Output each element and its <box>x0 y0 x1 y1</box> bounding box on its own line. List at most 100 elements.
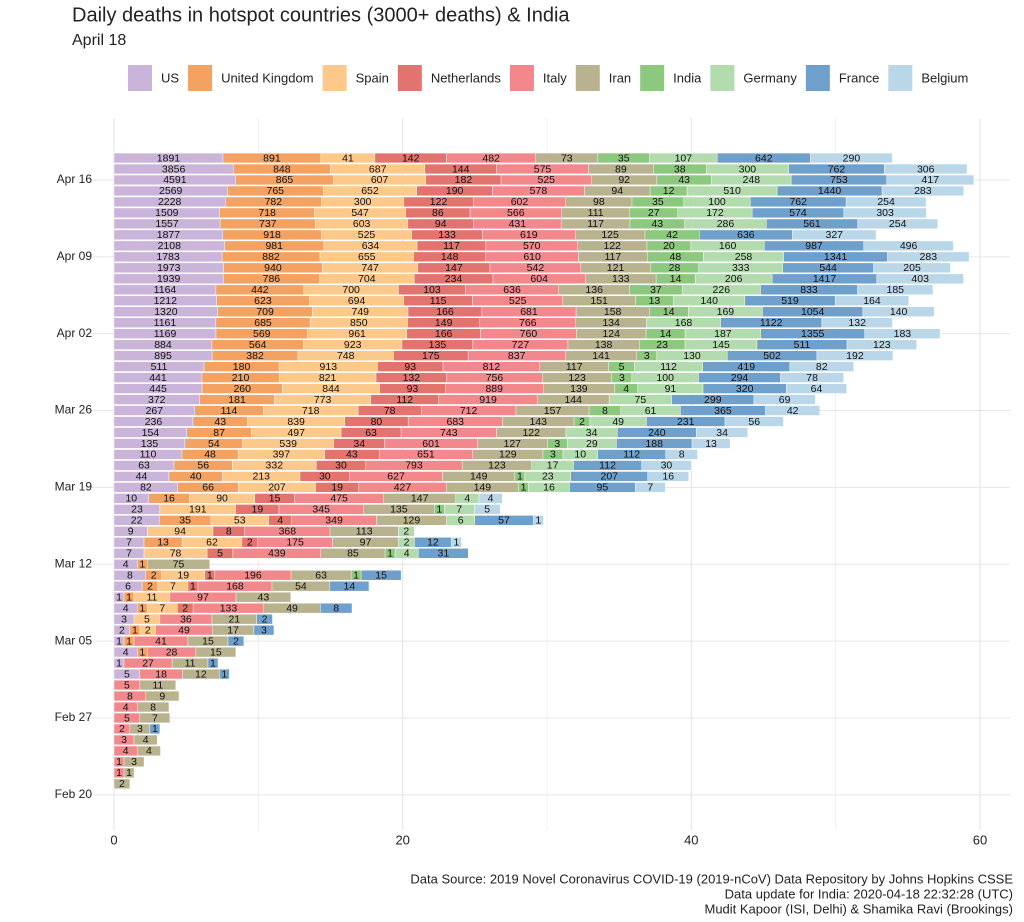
value-label: 133 <box>220 602 238 614</box>
value-label: 7 <box>456 504 462 516</box>
bar-segment <box>786 383 847 394</box>
bar-segment <box>235 592 291 603</box>
value-label: 2 <box>247 537 253 549</box>
value-label: 1 <box>521 482 527 494</box>
value-label: 36 <box>180 613 192 625</box>
value-label: 28 <box>166 646 178 658</box>
value-label: 747 <box>361 262 379 274</box>
value-label: 48 <box>204 449 216 461</box>
value-label: 782 <box>265 196 283 208</box>
value-label: 300 <box>354 196 372 208</box>
bar-segment <box>533 515 544 526</box>
value-label: 16 <box>662 471 674 483</box>
value-label: 1891 <box>157 152 181 164</box>
value-label: 6 <box>125 581 131 593</box>
value-label: 20 <box>663 240 675 252</box>
value-label: 3 <box>619 372 625 384</box>
value-label: 349 <box>325 515 343 527</box>
value-label: 575 <box>534 163 552 175</box>
value-label: 166 <box>436 306 454 318</box>
value-label: 44 <box>136 471 148 483</box>
value-label: 62 <box>206 537 218 549</box>
value-label: 283 <box>914 185 932 197</box>
value-label: 1783 <box>156 251 180 263</box>
value-label: 10 <box>574 449 586 461</box>
bar-segment <box>845 196 927 208</box>
value-label: 511 <box>151 361 168 373</box>
value-label: 180 <box>233 361 251 373</box>
bar-segment <box>320 603 353 614</box>
value-label: 623 <box>254 295 272 307</box>
bar-segment <box>765 405 821 416</box>
value-label: 1 <box>436 504 442 516</box>
value-label: 2 <box>145 624 151 636</box>
value-label: 16 <box>163 493 175 505</box>
value-label: 333 <box>732 262 750 274</box>
value-label: 642 <box>755 152 773 164</box>
bar-segment <box>398 526 415 537</box>
value-label: 73 <box>561 152 573 164</box>
value-label: 91 <box>665 383 677 395</box>
legend-swatch <box>397 65 422 91</box>
value-label: 496 <box>900 240 918 252</box>
value-label: 124 <box>602 328 620 340</box>
y-tick-label: Apr 16 <box>57 172 93 186</box>
value-label: 7 <box>152 712 158 724</box>
value-label: 7 <box>126 537 132 549</box>
value-label: 687 <box>369 163 387 175</box>
value-label: 127 <box>503 438 521 450</box>
value-label: 21 <box>228 613 240 625</box>
value-label: 539 <box>279 438 297 450</box>
value-label: 655 <box>358 251 376 263</box>
value-label: 884 <box>154 339 172 351</box>
value-label: 132 <box>403 372 421 384</box>
value-label: 683 <box>447 416 465 428</box>
y-tick-label: Apr 09 <box>57 249 93 263</box>
value-label: 11 <box>152 679 163 691</box>
value-label: 749 <box>351 306 369 318</box>
value-label: 110 <box>140 449 157 461</box>
value-label: 748 <box>337 350 355 362</box>
bar-segment <box>149 723 161 735</box>
value-label: 30 <box>319 471 331 483</box>
y-tick-label: Mar 05 <box>55 633 93 647</box>
footer-line: Data Source: 2019 Novel Coronavirus COVI… <box>410 871 1013 886</box>
bar-segment <box>641 460 692 471</box>
value-label: 7 <box>647 482 653 494</box>
bar-segment <box>724 416 784 427</box>
bar-segment <box>789 361 854 372</box>
value-label: 607 <box>371 174 389 186</box>
value-label: 1054 <box>801 306 825 318</box>
value-label: 42 <box>666 229 678 241</box>
value-label: 15 <box>210 646 222 658</box>
value-label: 129 <box>499 449 517 461</box>
value-label: 97 <box>197 591 209 603</box>
value-label: 987 <box>805 240 823 252</box>
value-label: 561 <box>803 218 821 230</box>
value-label: 913 <box>320 361 338 373</box>
value-label: 704 <box>358 273 376 285</box>
value-label: 56 <box>197 460 209 472</box>
value-label: 1122 <box>760 317 783 329</box>
value-label: 3 <box>121 613 127 625</box>
value-label: 31 <box>437 548 449 560</box>
value-label: 2 <box>262 613 268 625</box>
value-label: 188 <box>645 438 663 450</box>
value-label: 3 <box>644 350 650 362</box>
bar-segment <box>451 537 462 548</box>
bar-segment <box>133 734 158 746</box>
value-label: 207 <box>268 482 286 494</box>
value-label: 117 <box>604 251 621 263</box>
legend-swatch <box>805 65 830 91</box>
value-label: 49 <box>286 602 298 614</box>
value-label: 148 <box>441 251 459 263</box>
value-label: 86 <box>432 207 444 219</box>
value-label: 114 <box>221 405 238 417</box>
value-label: 43 <box>258 591 270 603</box>
y-tick-label: Feb 27 <box>55 710 93 724</box>
bar-segment <box>810 152 893 164</box>
legend-swatch <box>710 65 735 91</box>
value-label: 236 <box>145 416 163 428</box>
value-label: 773 <box>314 394 332 406</box>
value-label: 700 <box>342 284 360 296</box>
